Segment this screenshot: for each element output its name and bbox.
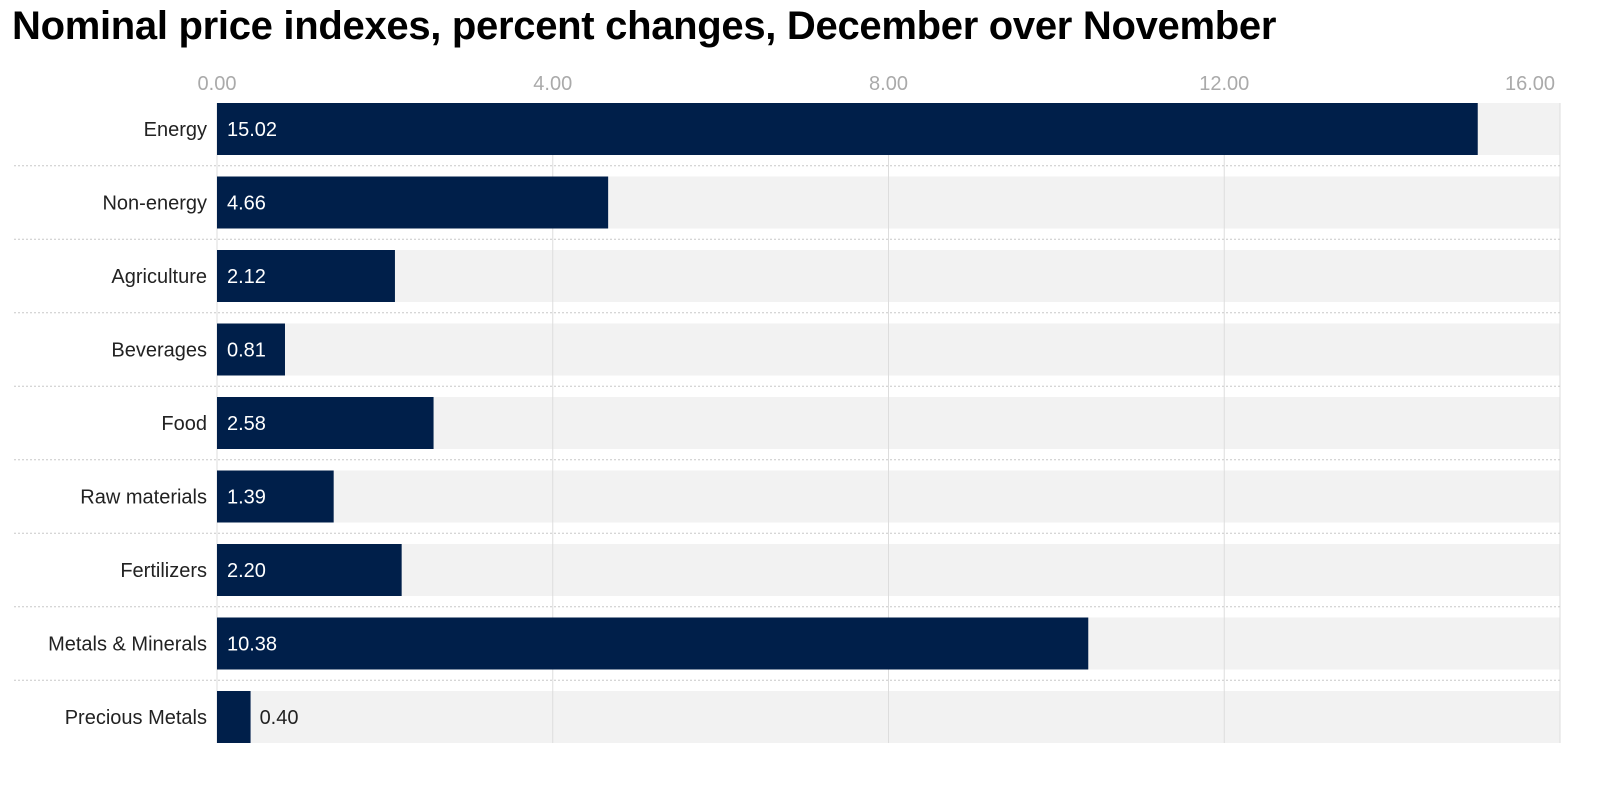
bar (217, 250, 395, 302)
x-tick-label: 8.00 (869, 73, 908, 95)
bar (217, 691, 251, 743)
value-label: 0.40 (260, 707, 299, 729)
value-labels: 15.02 4.66 2.12 0.81 2.58 1.39 2.20 10.38 0.40 (227, 119, 299, 729)
x-tick-label: 4.00 (533, 73, 572, 95)
bar (217, 617, 1089, 670)
category-label: Precious Metals (65, 707, 207, 729)
bar (217, 103, 1478, 155)
x-tick-label: 12.00 (1199, 73, 1249, 95)
bar (217, 397, 434, 449)
value-label: 4.66 (227, 193, 266, 215)
value-label: 0.81 (227, 340, 266, 362)
category-label: Agriculture (111, 266, 207, 288)
value-label: 1.39 (227, 487, 266, 509)
value-label: 2.12 (227, 266, 266, 288)
category-labels: Energy Non-energy Agriculture Beverages Food… (48, 119, 207, 729)
value-label: 2.58 (227, 413, 266, 435)
category-label: Metals & Minerals (48, 634, 207, 656)
value-label: 2.20 (227, 560, 266, 582)
category-label: Raw materials (80, 487, 207, 509)
value-label: 10.38 (227, 634, 277, 656)
bar (217, 470, 334, 523)
x-axis-ticks: 0.00 4.00 8.00 12.00 16.00 (198, 73, 1556, 95)
bar (217, 323, 285, 376)
category-label: Food (161, 413, 207, 435)
category-label: Beverages (111, 340, 207, 362)
value-label: 15.02 (227, 119, 277, 141)
chart-title: Nominal price indexes, percent changes, … (12, 4, 1277, 48)
category-label: Energy (144, 119, 207, 141)
category-label: Fertilizers (120, 560, 207, 582)
row-separators (14, 165, 1560, 681)
category-label: Non-energy (102, 193, 207, 215)
bar (217, 176, 609, 229)
bars (217, 103, 1478, 743)
x-tick-label: 0.00 (198, 73, 237, 95)
bar (217, 544, 402, 596)
x-tick-label: 16.00 (1505, 73, 1555, 95)
